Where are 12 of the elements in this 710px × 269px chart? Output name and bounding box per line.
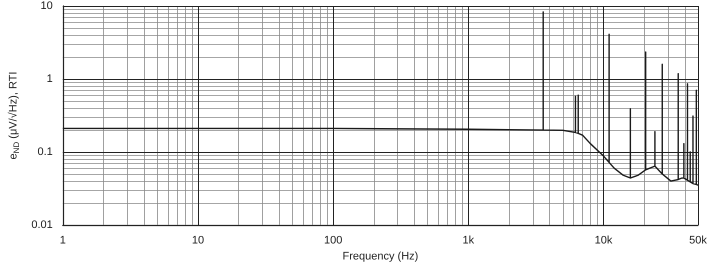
x-tick-label: 1k <box>462 234 475 246</box>
y-axis-title: eND (μV/√Hz), RTI <box>8 72 21 160</box>
x-tick-label: 10 <box>192 234 204 246</box>
y-tick-label: 10 <box>40 0 53 12</box>
x-axis-title: Frequency (Hz) <box>342 250 418 262</box>
y-tick-label: 0.01 <box>31 219 53 231</box>
y-tick-label: 1 <box>46 73 53 85</box>
x-tick-label: 100 <box>324 234 342 246</box>
y-tick-label: 0.1 <box>38 146 53 158</box>
x-tick-label: 1 <box>60 234 66 246</box>
x-tick-label: 50k <box>689 234 708 246</box>
x-tick-label: 10k <box>594 234 613 246</box>
